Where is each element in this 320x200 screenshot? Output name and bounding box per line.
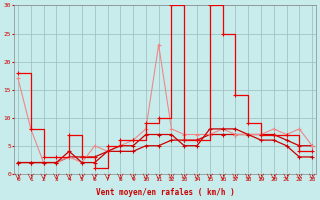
X-axis label: Vent moyen/en rafales ( km/h ): Vent moyen/en rafales ( km/h ) [96, 188, 235, 197]
